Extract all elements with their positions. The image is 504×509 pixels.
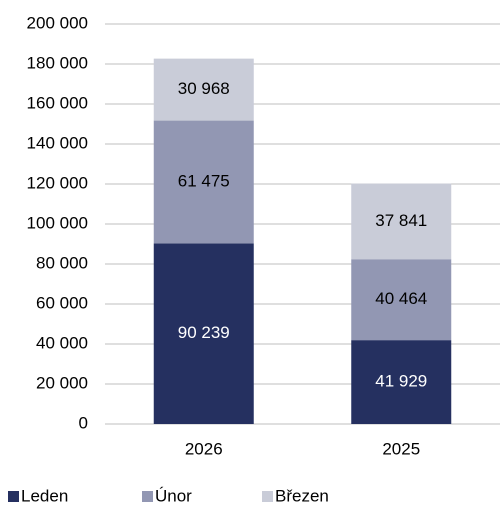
bar-segment xyxy=(153,120,254,244)
x-tick-label: 2026 xyxy=(185,439,223,458)
y-tick-label: 100 000 xyxy=(27,213,88,232)
y-tick-label: 160 000 xyxy=(27,93,88,112)
data-label: 37 841 xyxy=(375,211,427,230)
y-tick-label: 180 000 xyxy=(27,53,88,72)
legend-label: Únor xyxy=(155,486,192,505)
legend-swatch xyxy=(262,491,273,502)
data-label: 41 929 xyxy=(375,372,427,391)
y-tick-label: 200 000 xyxy=(27,13,88,32)
legend-swatch xyxy=(8,491,19,502)
bar-segment xyxy=(351,183,452,260)
data-label: 40 464 xyxy=(375,289,427,308)
bar-segment xyxy=(351,259,452,341)
y-tick-label: 140 000 xyxy=(27,133,88,152)
y-tick-label: 0 xyxy=(79,413,88,432)
y-tick-label: 80 000 xyxy=(36,253,88,272)
data-label: 61 475 xyxy=(178,172,230,191)
bar-segment xyxy=(153,58,254,121)
legend-label: Leden xyxy=(21,486,68,505)
legend-swatch xyxy=(142,491,153,502)
x-tick-label: 2025 xyxy=(382,439,420,458)
y-tick-label: 120 000 xyxy=(27,173,88,192)
y-tick-label: 40 000 xyxy=(36,333,88,352)
y-tick-label: 20 000 xyxy=(36,373,88,392)
data-label: 30 968 xyxy=(178,79,230,98)
y-tick-label: 60 000 xyxy=(36,293,88,312)
bar-segment xyxy=(351,340,452,424)
legend-label: Březen xyxy=(275,486,329,505)
data-label: 90 239 xyxy=(178,323,230,342)
bar-segment xyxy=(153,243,254,424)
